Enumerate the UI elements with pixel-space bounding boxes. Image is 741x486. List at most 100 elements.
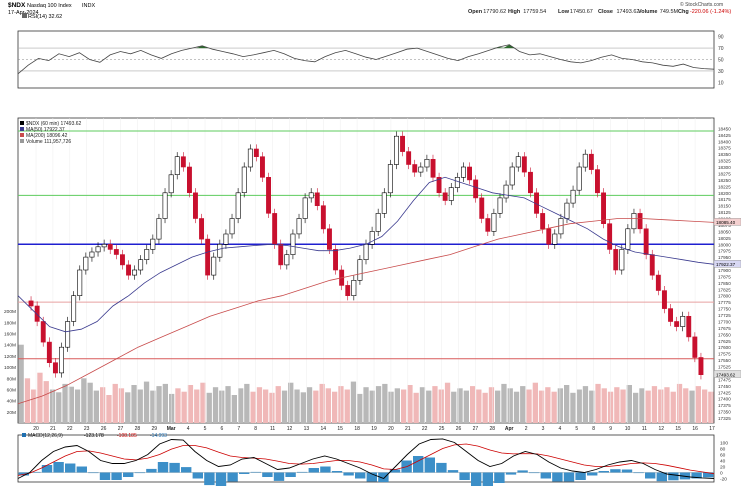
candle-body: [326, 228, 332, 250]
rsi-tick-label: 90: [718, 35, 724, 41]
volume-bar: [357, 393, 363, 423]
volume-bar: [470, 386, 476, 423]
volume-bar: [419, 387, 426, 423]
volume-bar: [363, 387, 369, 423]
price-tick-label: 18425: [718, 133, 731, 138]
x-tick-label: 14: [321, 426, 327, 432]
candle-body: [345, 285, 351, 296]
macd-histogram-bar: [540, 472, 551, 479]
volume-bar: [614, 387, 620, 423]
volume-bar: [482, 392, 488, 423]
macd-value: -108.185: [117, 433, 137, 439]
ohlc-label: Volume: [638, 9, 657, 15]
candle-body: [491, 213, 497, 232]
volume-tick-label: 180M: [4, 320, 16, 326]
macd-histogram-bar: [308, 468, 319, 473]
macd-histogram-bar: [378, 472, 389, 483]
price-tick-label: 18150: [718, 204, 731, 209]
macd-tick-label: 20: [720, 465, 726, 471]
x-tick-label: 28: [135, 426, 141, 432]
candle-body: [467, 166, 472, 181]
x-tick-label: 4: [187, 426, 190, 432]
volume-bar: [413, 392, 419, 423]
candle-body: [540, 213, 546, 230]
volume-bar: [231, 395, 237, 423]
candle-body: [546, 228, 552, 245]
macd-panel: [17, 434, 715, 483]
candle-body: [661, 290, 667, 309]
volume-bar: [31, 389, 37, 423]
volume-bar: [545, 387, 551, 423]
candle-body: [40, 321, 46, 343]
macd-histogram-bar: [239, 472, 250, 474]
volume-bar: [194, 389, 200, 423]
x-tick-label: Mar: [167, 426, 176, 432]
macd-tick-label: -20: [720, 477, 727, 483]
price-tick-label: 17725: [718, 313, 731, 318]
macd-histogram-bar: [436, 462, 447, 473]
candle-body: [28, 300, 34, 307]
candle-body: [235, 192, 241, 219]
volume-bar: [438, 389, 444, 423]
volume-bar: [181, 391, 187, 423]
price-tick-label: 17775: [718, 300, 731, 305]
volume-bar: [238, 388, 244, 423]
candle-body: [126, 264, 132, 276]
candle-body: [278, 244, 284, 266]
legend-swatch: [20, 121, 24, 125]
macd-histogram-bar: [30, 471, 41, 473]
candle-body: [59, 346, 65, 374]
macd-histogram-bar: [517, 470, 528, 473]
price-tick-label: 18275: [718, 171, 731, 176]
macd-legend-swatch: [22, 433, 26, 437]
x-tick-label: 12: [659, 426, 665, 432]
x-tick-label: 10: [625, 426, 631, 432]
macd-histogram-bar: [587, 472, 598, 476]
ma200-line: [17, 218, 715, 405]
price-tick-label: 18325: [718, 159, 731, 164]
macd-histogram-bar: [413, 456, 424, 473]
candle-body: [205, 238, 211, 276]
volume-bar: [256, 387, 263, 423]
macd-histogram-bar: [76, 466, 87, 473]
x-tick-label: 2: [525, 426, 528, 432]
volume-bar: [538, 390, 545, 423]
volume-bar: [451, 391, 457, 423]
volume-bar: [306, 387, 313, 423]
volume-bar: [319, 383, 325, 423]
volume-bar: [93, 390, 99, 423]
ohlc-value: 17493.62: [617, 9, 640, 15]
volume-bar: [43, 381, 49, 423]
volume-bar: [476, 389, 482, 423]
macd-histogram-bar: [204, 472, 215, 486]
candle-body: [503, 184, 509, 199]
rsi-title-marker: [22, 13, 27, 18]
volume-bar: [595, 383, 601, 423]
x-tick-label: 22: [422, 426, 428, 432]
price-tick-label: 18000: [718, 242, 731, 247]
rsi-tick-label: 50: [718, 58, 724, 64]
volume-bar: [689, 390, 695, 423]
volume-bar: [325, 388, 331, 423]
volume-bar: [212, 387, 219, 423]
macd-histogram-bar: [656, 472, 667, 482]
candle-body: [655, 274, 661, 291]
legend-label: MA(200) 18096.42: [26, 133, 68, 139]
volume-bar: [369, 390, 375, 423]
ohlc-label: Open: [468, 9, 483, 15]
candle-body: [351, 279, 357, 296]
price-tick-label: 17800: [718, 294, 731, 299]
volume-bar: [651, 386, 658, 423]
volume-bar: [564, 385, 570, 423]
candle-body: [320, 205, 326, 230]
volume-bar: [513, 391, 520, 423]
volume-bar: [463, 390, 469, 423]
volume-bar: [645, 390, 651, 423]
macd-histogram-bar: [563, 472, 575, 482]
price-tick-label: 17475: [718, 377, 731, 382]
x-tick-label: 22: [67, 426, 73, 432]
price-tag-box: [713, 218, 741, 226]
price-tag: 17922.37: [716, 262, 736, 267]
macd-histogram-bar: [505, 472, 517, 475]
macd-histogram-bar: [41, 465, 53, 473]
